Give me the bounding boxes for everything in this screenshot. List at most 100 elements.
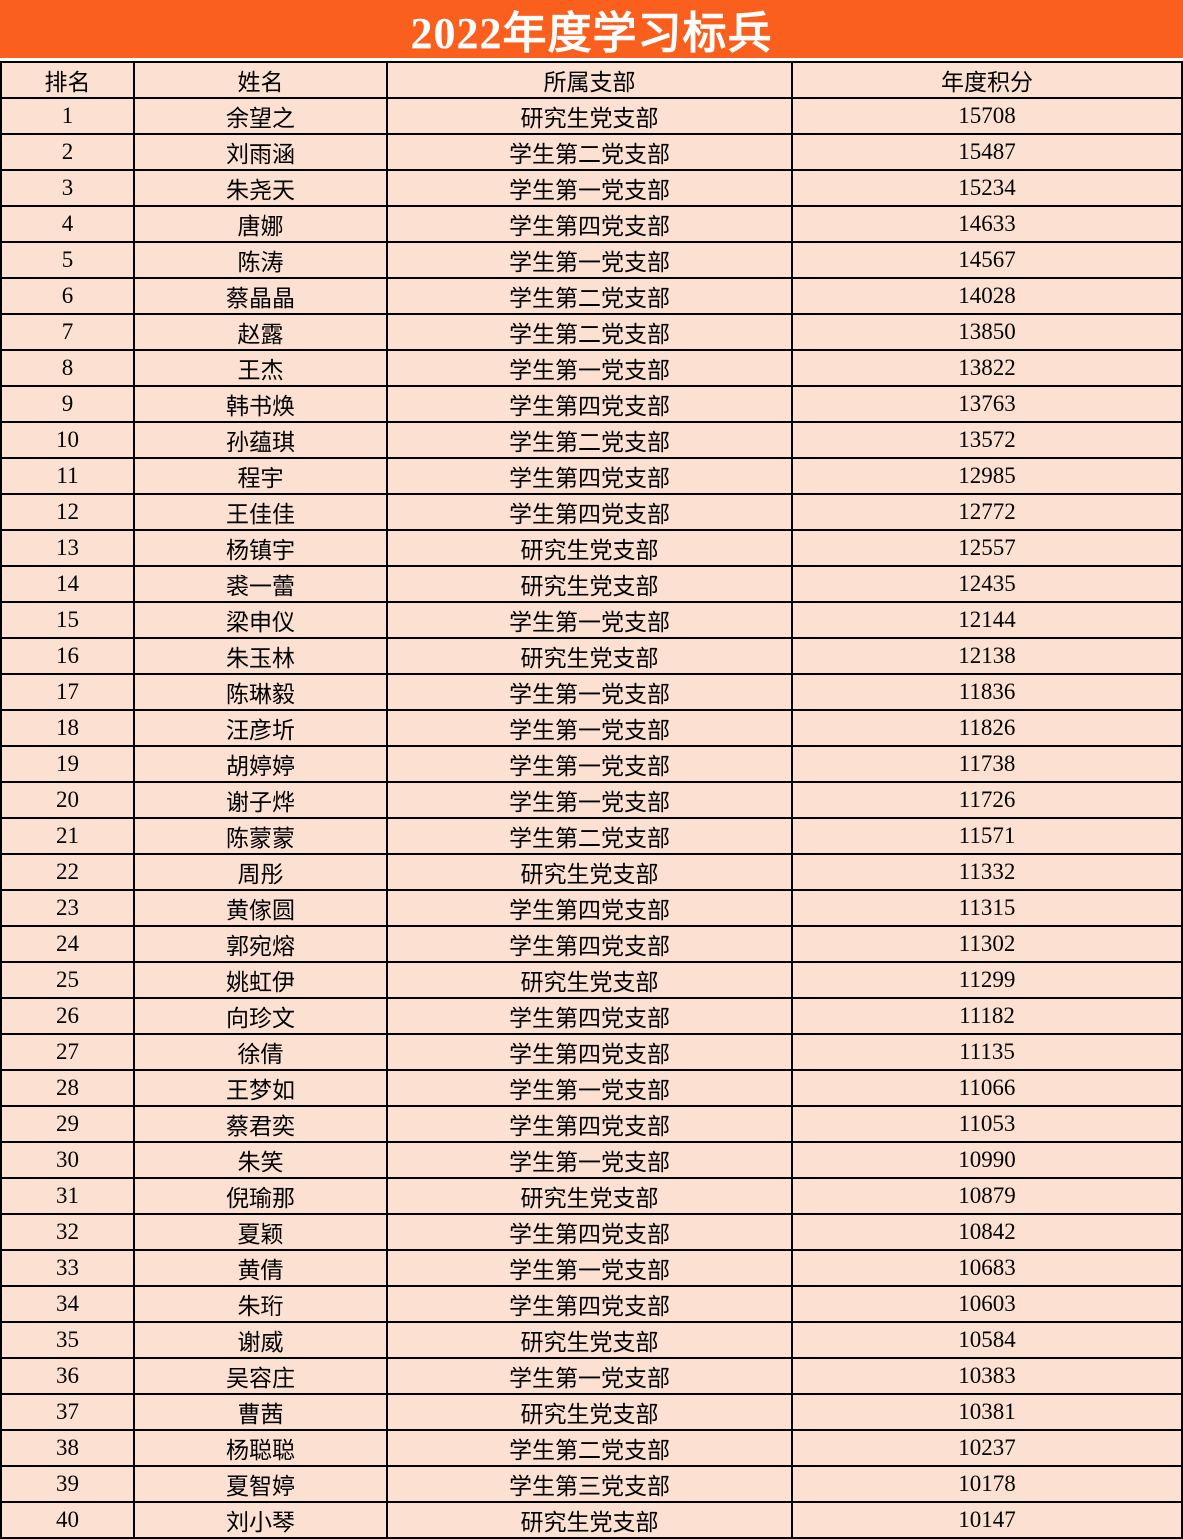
cell-name: 程宇 bbox=[133, 457, 388, 495]
cell-rank: 14 bbox=[0, 565, 135, 603]
cell-name: 刘小琴 bbox=[133, 1501, 388, 1539]
cell-rank: 12 bbox=[0, 493, 135, 531]
table-row: 2 刘雨涵 学生第二党支部 15487 bbox=[0, 133, 1183, 171]
cell-score: 10990 bbox=[791, 1141, 1183, 1179]
table-row: 12 王佳佳 学生第四党支部 12772 bbox=[0, 493, 1183, 531]
cell-branch: 学生第四党支部 bbox=[386, 889, 793, 927]
cell-score: 10683 bbox=[791, 1249, 1183, 1287]
table-header-row: 排名 姓名 所属支部 年度积分 bbox=[0, 61, 1183, 99]
cell-rank: 10 bbox=[0, 421, 135, 459]
cell-score: 12144 bbox=[791, 601, 1183, 639]
cell-score: 13572 bbox=[791, 421, 1183, 459]
cell-branch: 研究生党支部 bbox=[386, 853, 793, 891]
cell-score: 10147 bbox=[791, 1501, 1183, 1539]
cell-rank: 32 bbox=[0, 1213, 135, 1251]
cell-branch: 学生第二党支部 bbox=[386, 421, 793, 459]
cell-score: 12138 bbox=[791, 637, 1183, 675]
table-row: 7 赵露 学生第二党支部 13850 bbox=[0, 313, 1183, 351]
cell-name: 陈涛 bbox=[133, 241, 388, 279]
cell-rank: 30 bbox=[0, 1141, 135, 1179]
table-row: 14 裘一蕾 研究生党支部 12435 bbox=[0, 565, 1183, 603]
cell-score: 11332 bbox=[791, 853, 1183, 891]
cell-name: 向珍文 bbox=[133, 997, 388, 1035]
table-row: 15 梁申仪 学生第一党支部 12144 bbox=[0, 601, 1183, 639]
cell-rank: 39 bbox=[0, 1465, 135, 1503]
cell-rank: 34 bbox=[0, 1285, 135, 1323]
cell-name: 王佳佳 bbox=[133, 493, 388, 531]
cell-branch: 研究生党支部 bbox=[386, 961, 793, 999]
cell-branch: 研究生党支部 bbox=[386, 1501, 793, 1539]
cell-score: 12772 bbox=[791, 493, 1183, 531]
cell-score: 13850 bbox=[791, 313, 1183, 351]
cell-name: 朱笑 bbox=[133, 1141, 388, 1179]
cell-name: 姚虹伊 bbox=[133, 961, 388, 999]
table-row: 6 蔡晶晶 学生第二党支部 14028 bbox=[0, 277, 1183, 315]
cell-name: 周彤 bbox=[133, 853, 388, 891]
cell-rank: 1 bbox=[0, 97, 135, 135]
column-header-name: 姓名 bbox=[133, 61, 388, 99]
cell-name: 王梦如 bbox=[133, 1069, 388, 1107]
cell-name: 余望之 bbox=[133, 97, 388, 135]
cell-name: 谢威 bbox=[133, 1321, 388, 1359]
cell-rank: 29 bbox=[0, 1105, 135, 1143]
cell-branch: 学生第四党支部 bbox=[386, 385, 793, 423]
table-row: 13 杨镇宇 研究生党支部 12557 bbox=[0, 529, 1183, 567]
cell-name: 赵露 bbox=[133, 313, 388, 351]
cell-rank: 26 bbox=[0, 997, 135, 1035]
table-row: 39 夏智婷 学生第三党支部 10178 bbox=[0, 1465, 1183, 1503]
table-row: 33 黄倩 学生第一党支部 10683 bbox=[0, 1249, 1183, 1287]
cell-rank: 2 bbox=[0, 133, 135, 171]
cell-score: 13822 bbox=[791, 349, 1183, 387]
cell-rank: 31 bbox=[0, 1177, 135, 1215]
cell-rank: 40 bbox=[0, 1501, 135, 1539]
cell-name: 朱玉林 bbox=[133, 637, 388, 675]
table-row: 1 余望之 研究生党支部 15708 bbox=[0, 97, 1183, 135]
cell-rank: 19 bbox=[0, 745, 135, 783]
cell-name: 杨聪聪 bbox=[133, 1429, 388, 1467]
cell-name: 倪瑜那 bbox=[133, 1177, 388, 1215]
cell-name: 黄傢圆 bbox=[133, 889, 388, 927]
cell-score: 14567 bbox=[791, 241, 1183, 279]
cell-rank: 24 bbox=[0, 925, 135, 963]
cell-name: 陈琳毅 bbox=[133, 673, 388, 711]
cell-branch: 学生第四党支部 bbox=[386, 925, 793, 963]
cell-branch: 学生第一党支部 bbox=[386, 745, 793, 783]
cell-name: 谢子烨 bbox=[133, 781, 388, 819]
ranking-table-container: 排名 姓名 所属支部 年度积分 1 余望之 研究生党支部 15708 2 刘雨涵 学生第二党… bbox=[0, 61, 1183, 1539]
cell-score: 12557 bbox=[791, 529, 1183, 567]
cell-name: 刘雨涵 bbox=[133, 133, 388, 171]
cell-rank: 28 bbox=[0, 1069, 135, 1107]
cell-branch: 学生第一党支部 bbox=[386, 1357, 793, 1395]
cell-rank: 16 bbox=[0, 637, 135, 675]
cell-branch: 学生第三党支部 bbox=[386, 1465, 793, 1503]
table-row: 18 汪彦圻 学生第一党支部 11826 bbox=[0, 709, 1183, 747]
cell-name: 郭宛熔 bbox=[133, 925, 388, 963]
cell-branch: 学生第四党支部 bbox=[386, 1105, 793, 1143]
table-row: 37 曹茜 研究生党支部 10381 bbox=[0, 1393, 1183, 1431]
cell-branch: 研究生党支部 bbox=[386, 637, 793, 675]
cell-rank: 35 bbox=[0, 1321, 135, 1359]
cell-branch: 学生第二党支部 bbox=[386, 1429, 793, 1467]
table-row: 17 陈琳毅 学生第一党支部 11836 bbox=[0, 673, 1183, 711]
cell-rank: 21 bbox=[0, 817, 135, 855]
cell-rank: 11 bbox=[0, 457, 135, 495]
table-row: 38 杨聪聪 学生第二党支部 10237 bbox=[0, 1429, 1183, 1467]
cell-rank: 36 bbox=[0, 1357, 135, 1395]
cell-score: 12435 bbox=[791, 565, 1183, 603]
cell-branch: 学生第四党支部 bbox=[386, 997, 793, 1035]
cell-rank: 6 bbox=[0, 277, 135, 315]
cell-score: 14028 bbox=[791, 277, 1183, 315]
page-title-text: 2022年度学习标兵 bbox=[410, 9, 773, 58]
table-row: 35 谢威 研究生党支部 10584 bbox=[0, 1321, 1183, 1359]
cell-score: 10237 bbox=[791, 1429, 1183, 1467]
cell-name: 梁申仪 bbox=[133, 601, 388, 639]
cell-score: 10584 bbox=[791, 1321, 1183, 1359]
table-row: 10 孙蕴琪 学生第二党支部 13572 bbox=[0, 421, 1183, 459]
cell-score: 11836 bbox=[791, 673, 1183, 711]
cell-score: 11315 bbox=[791, 889, 1183, 927]
cell-branch: 学生第二党支部 bbox=[386, 133, 793, 171]
cell-score: 10603 bbox=[791, 1285, 1183, 1323]
cell-score: 10383 bbox=[791, 1357, 1183, 1395]
cell-branch: 学生第二党支部 bbox=[386, 817, 793, 855]
cell-name: 裘一蕾 bbox=[133, 565, 388, 603]
